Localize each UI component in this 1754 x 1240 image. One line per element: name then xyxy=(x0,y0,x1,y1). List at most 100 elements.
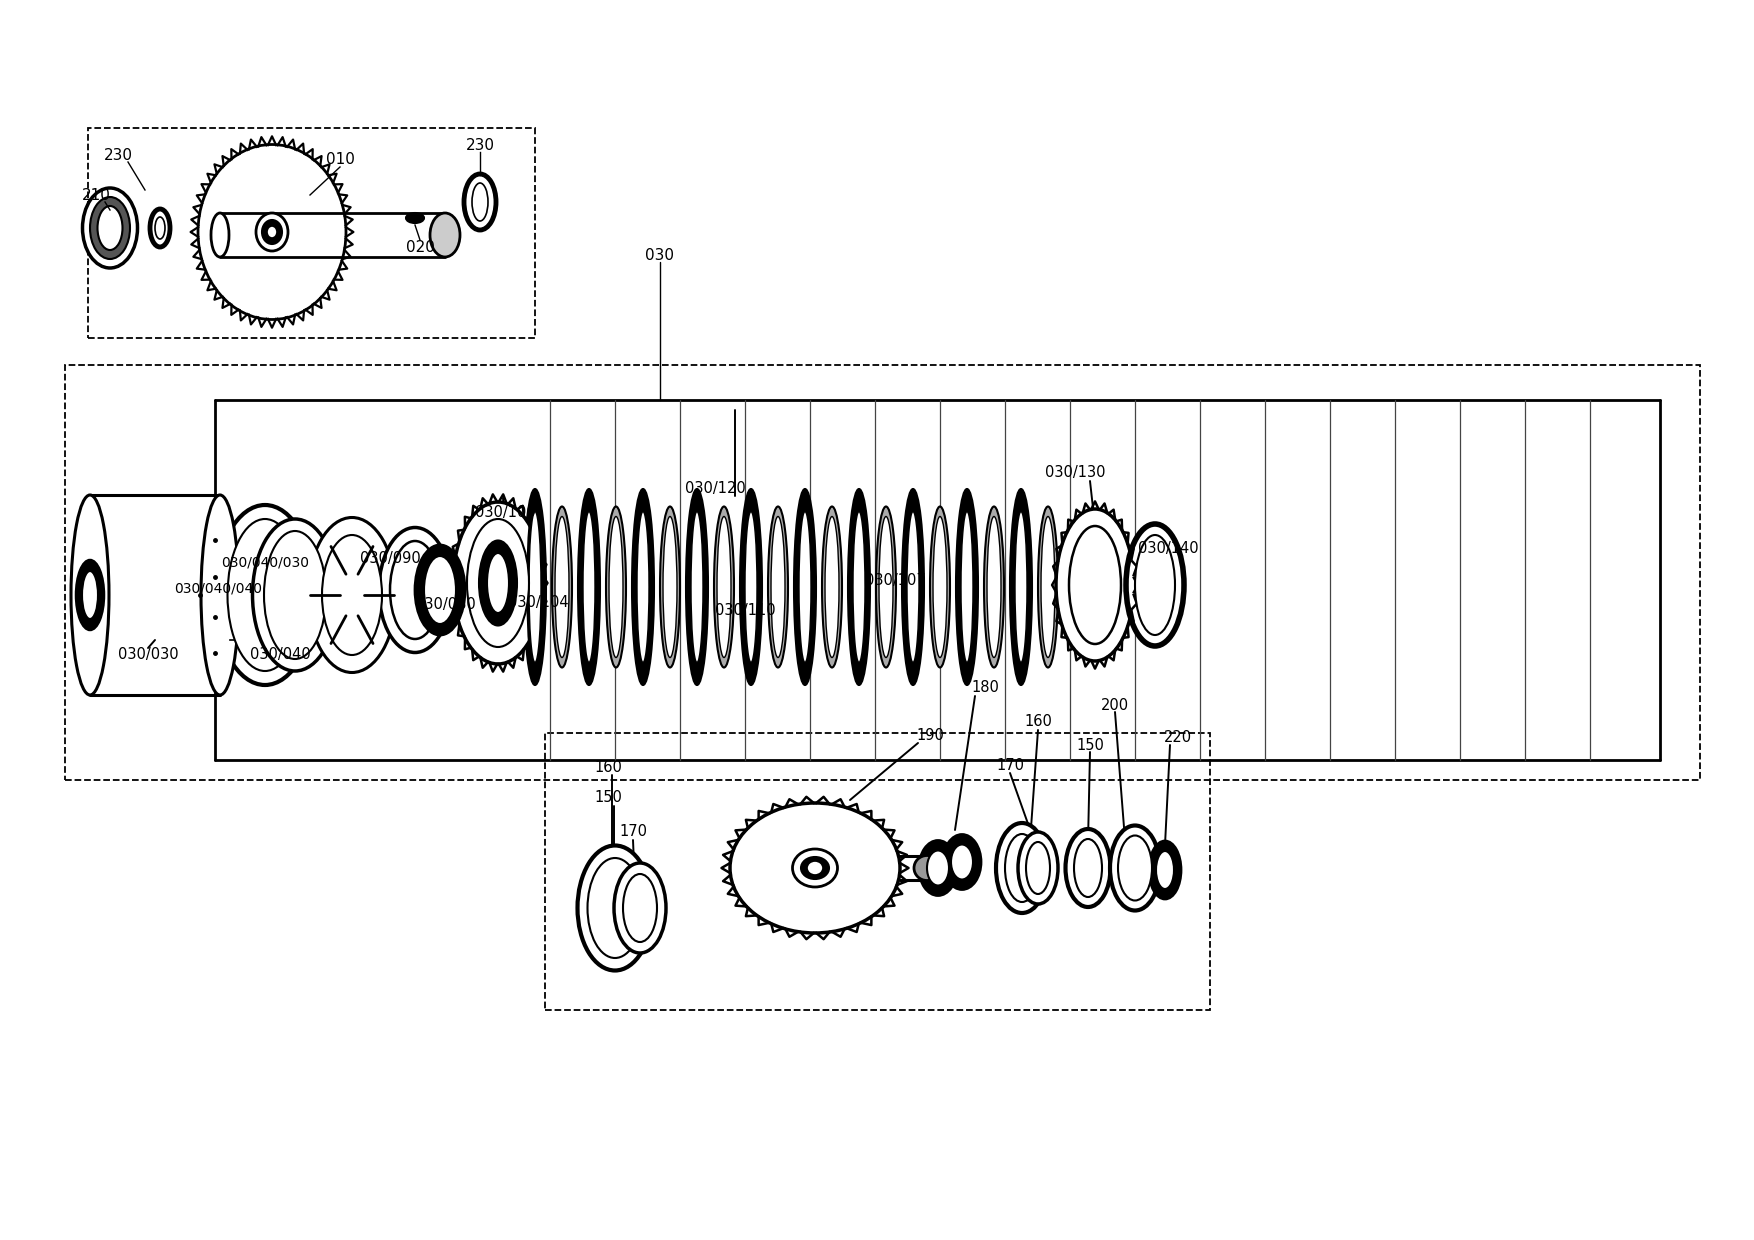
Ellipse shape xyxy=(265,531,326,658)
Ellipse shape xyxy=(210,213,230,257)
Text: 170: 170 xyxy=(619,825,647,839)
Ellipse shape xyxy=(430,213,460,257)
Ellipse shape xyxy=(768,506,788,667)
Ellipse shape xyxy=(1005,835,1038,901)
Text: 030: 030 xyxy=(645,248,675,263)
Ellipse shape xyxy=(467,520,530,647)
Ellipse shape xyxy=(479,541,517,625)
Ellipse shape xyxy=(1026,842,1051,894)
Ellipse shape xyxy=(914,856,940,880)
Ellipse shape xyxy=(740,489,761,684)
Ellipse shape xyxy=(951,844,973,879)
Ellipse shape xyxy=(795,489,816,684)
Ellipse shape xyxy=(465,174,496,229)
Text: 150: 150 xyxy=(1075,738,1103,753)
Ellipse shape xyxy=(730,804,900,932)
Ellipse shape xyxy=(663,517,677,657)
Text: 030/107: 030/107 xyxy=(865,573,926,588)
Text: 030/100: 030/100 xyxy=(475,505,535,520)
Ellipse shape xyxy=(714,506,733,667)
Ellipse shape xyxy=(851,498,866,675)
Ellipse shape xyxy=(852,511,865,662)
Ellipse shape xyxy=(745,511,758,662)
Ellipse shape xyxy=(1117,836,1152,900)
Ellipse shape xyxy=(944,835,980,889)
Text: 030/040: 030/040 xyxy=(249,647,310,662)
Ellipse shape xyxy=(1056,508,1135,661)
Ellipse shape xyxy=(488,553,509,613)
Ellipse shape xyxy=(472,184,488,221)
Text: 170: 170 xyxy=(996,758,1024,773)
Ellipse shape xyxy=(453,502,544,663)
Ellipse shape xyxy=(1135,534,1175,635)
Ellipse shape xyxy=(151,210,170,247)
Ellipse shape xyxy=(807,861,823,875)
Ellipse shape xyxy=(581,498,596,675)
Ellipse shape xyxy=(847,489,870,684)
Ellipse shape xyxy=(928,851,949,885)
Ellipse shape xyxy=(70,495,109,694)
Ellipse shape xyxy=(1042,517,1054,657)
Ellipse shape xyxy=(1016,511,1028,662)
Ellipse shape xyxy=(582,511,595,662)
Ellipse shape xyxy=(424,556,456,624)
Ellipse shape xyxy=(416,546,465,635)
Ellipse shape xyxy=(1068,526,1121,644)
Ellipse shape xyxy=(744,498,759,675)
Ellipse shape xyxy=(796,498,814,675)
Ellipse shape xyxy=(988,517,1002,657)
Ellipse shape xyxy=(1065,830,1110,906)
Text: 030/040/040: 030/040/040 xyxy=(174,582,261,595)
Ellipse shape xyxy=(202,495,239,694)
Ellipse shape xyxy=(526,498,544,675)
Ellipse shape xyxy=(267,226,277,238)
Ellipse shape xyxy=(405,213,424,223)
Ellipse shape xyxy=(691,511,703,662)
Text: 160: 160 xyxy=(595,760,623,775)
Ellipse shape xyxy=(609,517,623,657)
Ellipse shape xyxy=(524,489,545,684)
Ellipse shape xyxy=(717,517,731,657)
Text: 220: 220 xyxy=(1165,730,1193,745)
Ellipse shape xyxy=(802,857,830,879)
Ellipse shape xyxy=(379,527,451,652)
Ellipse shape xyxy=(1017,832,1058,904)
Ellipse shape xyxy=(686,489,709,684)
Ellipse shape xyxy=(1156,851,1173,889)
Text: 200: 200 xyxy=(1102,697,1130,713)
Text: 030/040/030: 030/040/030 xyxy=(221,556,309,569)
Ellipse shape xyxy=(1126,525,1184,646)
Ellipse shape xyxy=(905,498,921,675)
Ellipse shape xyxy=(879,517,893,657)
Text: 030/120: 030/120 xyxy=(684,480,745,496)
Ellipse shape xyxy=(1014,498,1030,675)
Ellipse shape xyxy=(605,506,626,667)
Ellipse shape xyxy=(82,570,98,619)
Ellipse shape xyxy=(1038,506,1058,667)
Ellipse shape xyxy=(588,858,642,959)
Ellipse shape xyxy=(930,506,951,667)
Bar xyxy=(545,733,1210,1011)
Ellipse shape xyxy=(577,846,652,971)
Text: 030/130: 030/130 xyxy=(1045,465,1105,480)
Ellipse shape xyxy=(984,506,1003,667)
Ellipse shape xyxy=(689,498,705,675)
Ellipse shape xyxy=(228,520,302,671)
Text: 230: 230 xyxy=(103,148,133,162)
Ellipse shape xyxy=(635,498,651,675)
Bar xyxy=(88,128,535,339)
Text: 190: 190 xyxy=(916,728,944,743)
Text: 010: 010 xyxy=(326,153,354,167)
Text: 030/140: 030/140 xyxy=(1138,541,1198,556)
Text: 230: 230 xyxy=(465,138,495,153)
Text: 030/080: 030/080 xyxy=(414,598,475,613)
Text: 210: 210 xyxy=(82,187,111,202)
Ellipse shape xyxy=(75,560,103,630)
Ellipse shape xyxy=(933,517,947,657)
Text: 030/090: 030/090 xyxy=(360,551,421,565)
Ellipse shape xyxy=(553,506,572,667)
Ellipse shape xyxy=(956,489,979,684)
Ellipse shape xyxy=(996,823,1047,913)
Text: 160: 160 xyxy=(1024,714,1052,729)
Ellipse shape xyxy=(907,511,919,662)
